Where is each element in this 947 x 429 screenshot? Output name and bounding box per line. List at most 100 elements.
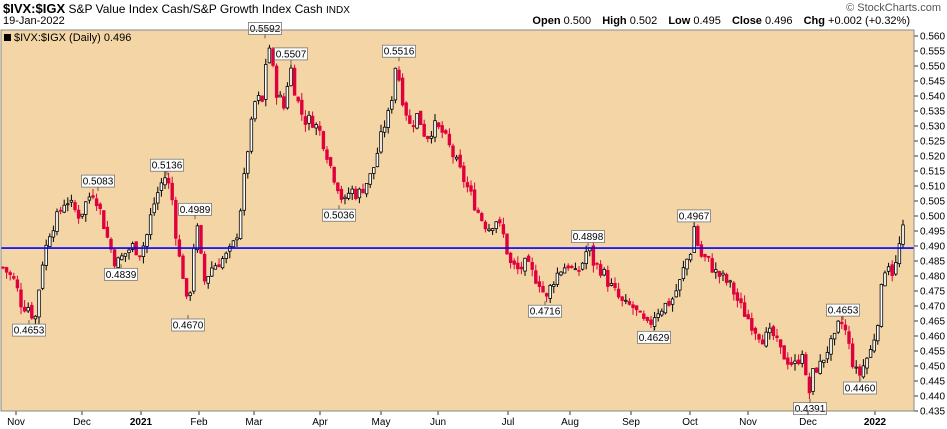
candle-body	[66, 203, 70, 206]
candle-body	[642, 313, 646, 319]
candle-body	[606, 270, 610, 287]
candle-body	[886, 266, 891, 272]
y-tick-label: 0.470	[920, 302, 945, 313]
candle-body	[832, 332, 837, 340]
candle-body	[584, 251, 588, 265]
y-tick-label: 0.555	[920, 47, 945, 58]
candle-body	[33, 315, 38, 320]
candle-body	[80, 213, 84, 217]
annotations: 0.4653 0.5083 0.4839 0.5136 0.4989 0.4670 0.55…	[12, 22, 877, 415]
candle-body	[706, 255, 711, 258]
x-tick-label: Oct	[682, 417, 698, 428]
y-tick-label: 0.480	[920, 272, 945, 283]
y-tick-label: 0.500	[920, 212, 945, 223]
candle-body	[627, 300, 632, 305]
candle-body	[123, 253, 128, 257]
candle-body	[710, 258, 714, 273]
candle-body	[840, 321, 844, 325]
y-tick-label: 0.545	[920, 77, 945, 88]
y-tick-label: 0.505	[920, 197, 945, 208]
candle-body	[1, 266, 5, 269]
x-tick-label: Feb	[190, 417, 208, 428]
candle-body	[120, 255, 124, 261]
candle-body	[602, 269, 606, 276]
candle-body	[278, 94, 282, 98]
annotation-label: 0.4989	[180, 205, 211, 216]
x-tick-label: Dec	[73, 417, 91, 428]
candle-body	[368, 173, 372, 185]
candle-body	[890, 264, 894, 276]
candle-body	[127, 249, 131, 254]
candle-body	[472, 189, 477, 211]
candle-body	[490, 228, 495, 231]
annotation-label: 0.5136	[152, 161, 183, 172]
y-tick-label: 0.495	[920, 227, 945, 238]
annotation-box	[104, 267, 138, 281]
annotation-label: 0.4967	[679, 211, 710, 222]
candle-body	[436, 122, 441, 128]
candle-body	[901, 224, 905, 245]
plot-frame	[0, 29, 915, 412]
candle-body	[850, 343, 855, 368]
annotation-box	[248, 22, 282, 35]
candle-body	[595, 262, 599, 265]
candle-body	[793, 360, 797, 364]
candle-body	[516, 262, 520, 270]
candle-body	[544, 293, 549, 297]
open-label: Open	[532, 15, 561, 27]
candle-body	[728, 280, 732, 283]
y-tick-label: 0.530	[920, 122, 945, 133]
candle-body	[847, 331, 851, 344]
candle-body	[213, 265, 218, 270]
candle-body	[440, 125, 444, 133]
candle-body	[408, 115, 412, 124]
high-label: High	[602, 15, 627, 27]
candle-body	[822, 359, 826, 363]
annotation-label: 0.4653	[828, 306, 859, 317]
candle-body	[498, 219, 502, 224]
candle-body	[267, 47, 272, 64]
candle-body	[256, 95, 261, 101]
candle-body	[634, 305, 639, 311]
candle-body	[861, 365, 866, 378]
candle-body	[580, 262, 585, 270]
annotation-label: 0.4839	[106, 270, 137, 281]
brand-link[interactable]: © StockCharts.com	[846, 2, 941, 14]
candle-body	[631, 304, 635, 309]
candle-body	[357, 188, 362, 199]
candle-body	[152, 203, 156, 214]
candle-body	[303, 116, 308, 125]
candle-body	[4, 267, 9, 273]
candle-body	[166, 177, 171, 184]
candle-body	[523, 257, 527, 272]
x-tick-label: Dec	[799, 417, 817, 428]
y-tick-label: 0.460	[920, 332, 945, 343]
candle-body	[174, 199, 178, 239]
x-tick-label: Jul	[502, 417, 515, 428]
candle-body	[577, 270, 581, 272]
candle-body	[429, 135, 434, 139]
candle-body	[854, 366, 858, 369]
plot-area	[1, 30, 914, 411]
y-tick-label: 0.485	[920, 257, 945, 268]
candle-body	[271, 48, 275, 66]
annotation-label: 0.5083	[83, 177, 114, 188]
candle-body	[559, 271, 563, 276]
y-tick-label: 0.455	[920, 347, 945, 358]
annotation-label: 0.4670	[173, 321, 204, 332]
candle-body	[782, 345, 786, 360]
annotation-box	[171, 318, 205, 332]
y-tick-label: 0.435	[920, 407, 945, 418]
candle-body	[148, 214, 153, 236]
annotation-box	[178, 202, 212, 216]
candle-body	[865, 357, 869, 369]
candle-body	[156, 192, 160, 204]
candle-body	[703, 253, 707, 258]
candle-body	[616, 288, 621, 298]
candle-body	[15, 279, 20, 289]
candle-body	[681, 267, 686, 280]
candle-body	[447, 133, 452, 146]
annotation-box	[571, 230, 605, 243]
open-value: 0.500	[563, 15, 592, 27]
